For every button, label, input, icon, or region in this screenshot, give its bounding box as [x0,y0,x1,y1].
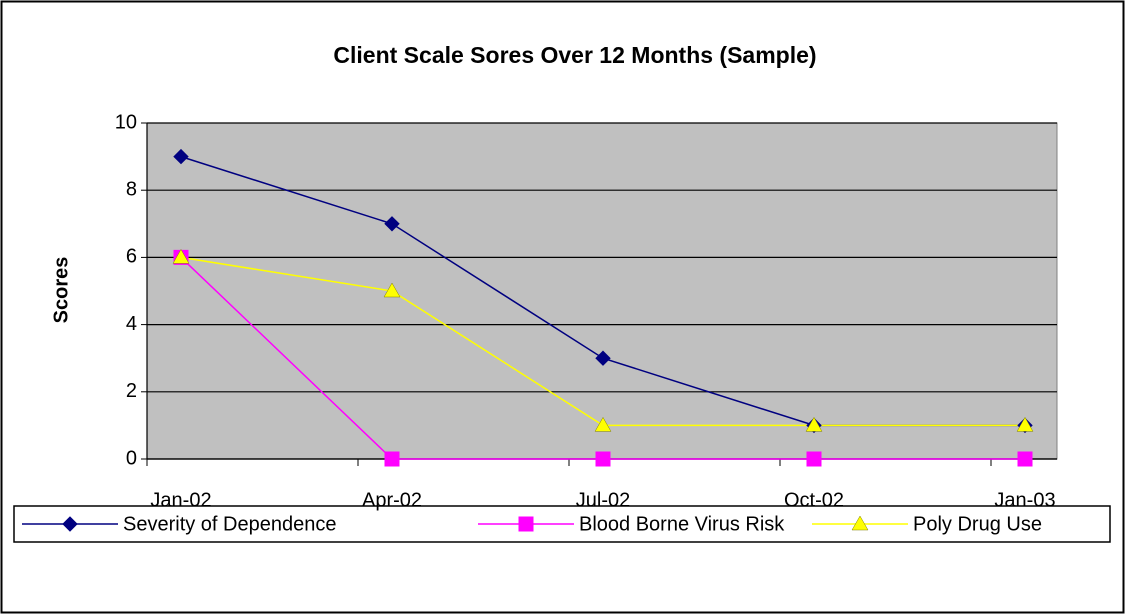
y-tick-label: 10 [115,111,137,133]
y-tick-label: 4 [126,313,137,335]
x-tick-label: Jan-02 [150,489,211,511]
legend-marker [62,516,78,532]
x-tick-label: Oct-02 [784,489,844,511]
legend-marker [518,516,534,532]
data-point [805,416,823,432]
data-point [172,248,190,264]
y-tick-label: 2 [126,380,137,402]
data-point [1016,416,1034,432]
data-point [594,416,612,432]
y-tick-label: 8 [126,178,137,200]
legend-marker [851,515,869,531]
data-point [595,451,611,467]
plot-area [146,122,1058,460]
legend-label: Poly Drug Use [913,513,1042,535]
y-tick-label: 0 [126,447,137,469]
legend-label: Blood Borne Virus Risk [579,513,785,535]
x-tick-label: Apr-02 [362,489,422,511]
chart-title: Client Scale Sores Over 12 Months (Sampl… [333,42,816,68]
y-axis-label: Scores [50,257,72,324]
y-tick-label: 6 [126,246,137,268]
data-point [595,350,611,366]
legend-label: Severity of Dependence [123,513,336,535]
data-point [1017,451,1033,467]
data-point [173,148,189,165]
x-tick-label: Jul-02 [576,489,630,511]
x-tick-label: Jan-03 [994,489,1055,511]
data-point [383,282,401,298]
data-point [384,216,400,232]
data-point [384,451,400,467]
data-point [806,451,822,467]
